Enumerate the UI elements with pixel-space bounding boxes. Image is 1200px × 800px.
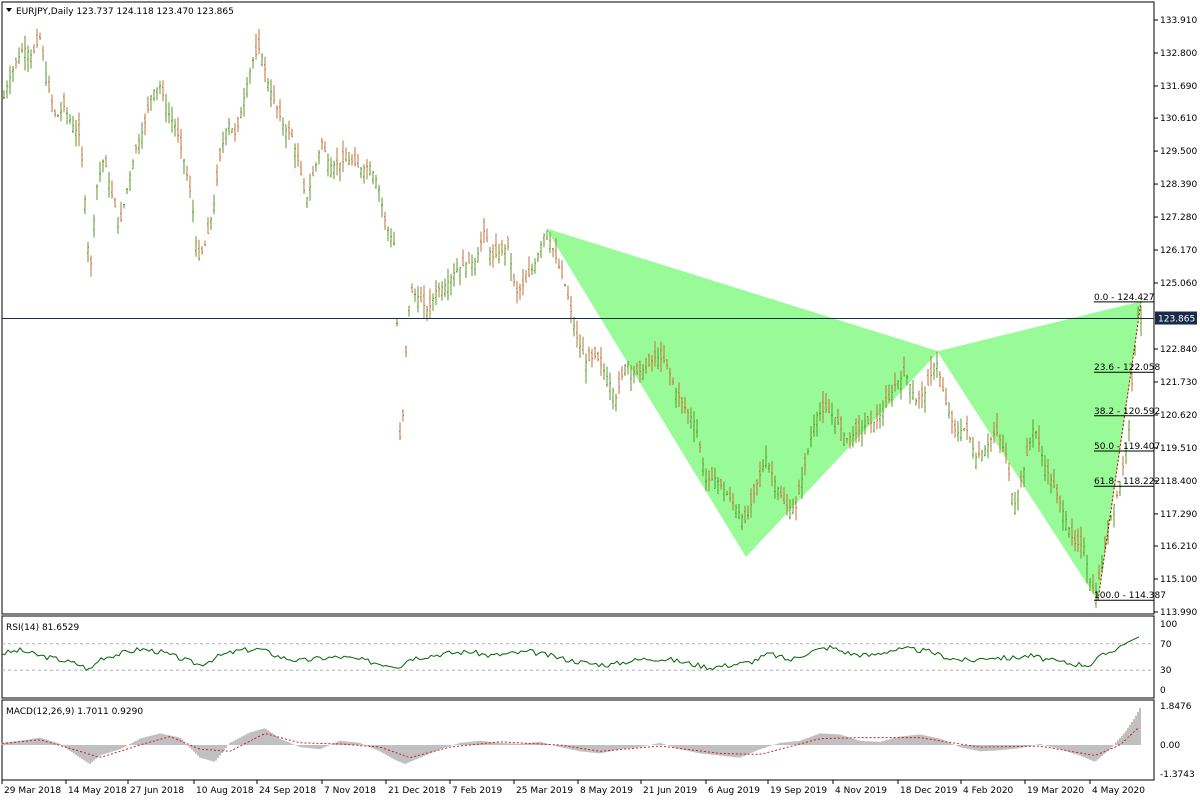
macd-tick-label: 1.8476 — [1160, 702, 1192, 712]
price-tick-label: 117.290 — [1160, 510, 1197, 520]
date-tick-label: 25 Mar 2019 — [516, 786, 573, 796]
price-tick-label: 116.210 — [1160, 542, 1197, 552]
price-tick-label: 125.060 — [1160, 279, 1197, 289]
price-axis: 133.910 132.800 131.690 130.610 129.500 128.3… — [1154, 16, 1197, 618]
date-tick-label: 7 Feb 2019 — [452, 786, 503, 796]
date-tick-label: 27 Jun 2018 — [130, 786, 184, 796]
price-tick-label: 128.390 — [1160, 180, 1197, 190]
date-tick-label: 19 Mar 2020 — [1027, 786, 1084, 796]
rsi-tick-label: 70 — [1160, 640, 1172, 650]
date-tick-label: 6 Aug 2019 — [708, 786, 760, 796]
price-tick-label: 122.840 — [1160, 345, 1197, 355]
date-tick-label: 4 May 2020 — [1092, 786, 1145, 796]
price-tick-label: 126.170 — [1160, 246, 1197, 256]
rsi-tick-label: 30 — [1160, 666, 1172, 676]
rsi-panel: 100 70 30 0 — [1, 620, 1177, 696]
current-price-badge — [1155, 311, 1197, 325]
rsi-line — [1, 636, 1140, 671]
date-tick-label: 8 May 2019 — [580, 786, 633, 796]
price-tick-label: 113.990 — [1160, 608, 1197, 618]
fib-level-label: 50.0 - 119.407 — [1094, 442, 1160, 452]
macd-tick-label: -1.3743 — [1160, 770, 1195, 780]
chart-title: EURJPY,Daily 123.737 124.118 123.470 123… — [16, 7, 234, 17]
fib-level-label: 0.0 - 124.427 — [1094, 293, 1155, 303]
rsi-tick-label: 100 — [1160, 620, 1177, 630]
fibonacci-retracement: 0.0 - 124.427 23.6 - 122.058 38.2 - 120.59… — [1094, 293, 1166, 601]
price-tick-label: 120.620 — [1160, 411, 1197, 421]
current-price-label: 123.865 — [1158, 315, 1195, 325]
date-tick-label: 14 May 2018 — [68, 786, 127, 796]
price-tick-label: 131.690 — [1160, 82, 1197, 92]
date-tick-label: 18 Dec 2019 — [900, 786, 958, 796]
fib-level-label: 100.0 - 114.387 — [1094, 591, 1166, 601]
date-tick-label: 24 Sep 2018 — [259, 786, 316, 796]
price-tick-label: 119.510 — [1160, 444, 1197, 454]
price-panel-frame — [1, 1, 1155, 615]
rsi-panel-frame — [1, 615, 1155, 699]
fib-level-label: 23.6 - 122.058 — [1094, 363, 1160, 373]
dropdown-icon[interactable] — [6, 8, 12, 12]
price-tick-label: 130.610 — [1160, 114, 1197, 124]
price-bars — [2, 28, 1154, 608]
date-tick-label: 4 Nov 2019 — [835, 786, 887, 796]
price-tick-label: 129.500 — [1160, 147, 1197, 157]
price-tick-label: 132.800 — [1160, 49, 1197, 59]
date-tick-label: 7 Nov 2018 — [324, 786, 376, 796]
date-tick-label: 21 Jun 2019 — [643, 786, 697, 796]
fib-level-label: 61.8 - 118.222 — [1094, 477, 1160, 487]
fib-level-label: 38.2 - 120.592 — [1094, 407, 1160, 417]
price-tick-label: 133.910 — [1160, 16, 1197, 26]
date-axis: 29 Mar 2018 14 May 2018 27 Jun 2018 10 Aug … — [1, 780, 1145, 796]
price-tick-label: 118.400 — [1160, 477, 1197, 487]
date-tick-label: 21 Dec 2018 — [388, 786, 446, 796]
macd-label: MACD(12,26,9) 1.7011 0.9290 — [6, 707, 143, 717]
macd-signal-line — [1, 727, 1139, 759]
pattern-triangle-xab — [545, 228, 939, 557]
price-tick-label: 127.280 — [1160, 213, 1197, 223]
price-tick-label: 121.730 — [1160, 378, 1197, 388]
rsi-label: RSI(14) 81.6529 — [6, 623, 79, 633]
macd-panel: 1.8476 0.00 -1.3743 — [1, 702, 1195, 780]
rsi-tick-label: 0 — [1160, 686, 1166, 696]
date-tick-label: 10 Aug 2018 — [196, 786, 254, 796]
macd-tick-label: 0.00 — [1160, 741, 1180, 751]
date-tick-label: 29 Mar 2018 — [4, 786, 61, 796]
date-tick-label: 4 Feb 2020 — [963, 786, 1014, 796]
price-tick-label: 115.100 — [1160, 575, 1197, 585]
date-tick-label: 19 Sep 2019 — [770, 786, 827, 796]
